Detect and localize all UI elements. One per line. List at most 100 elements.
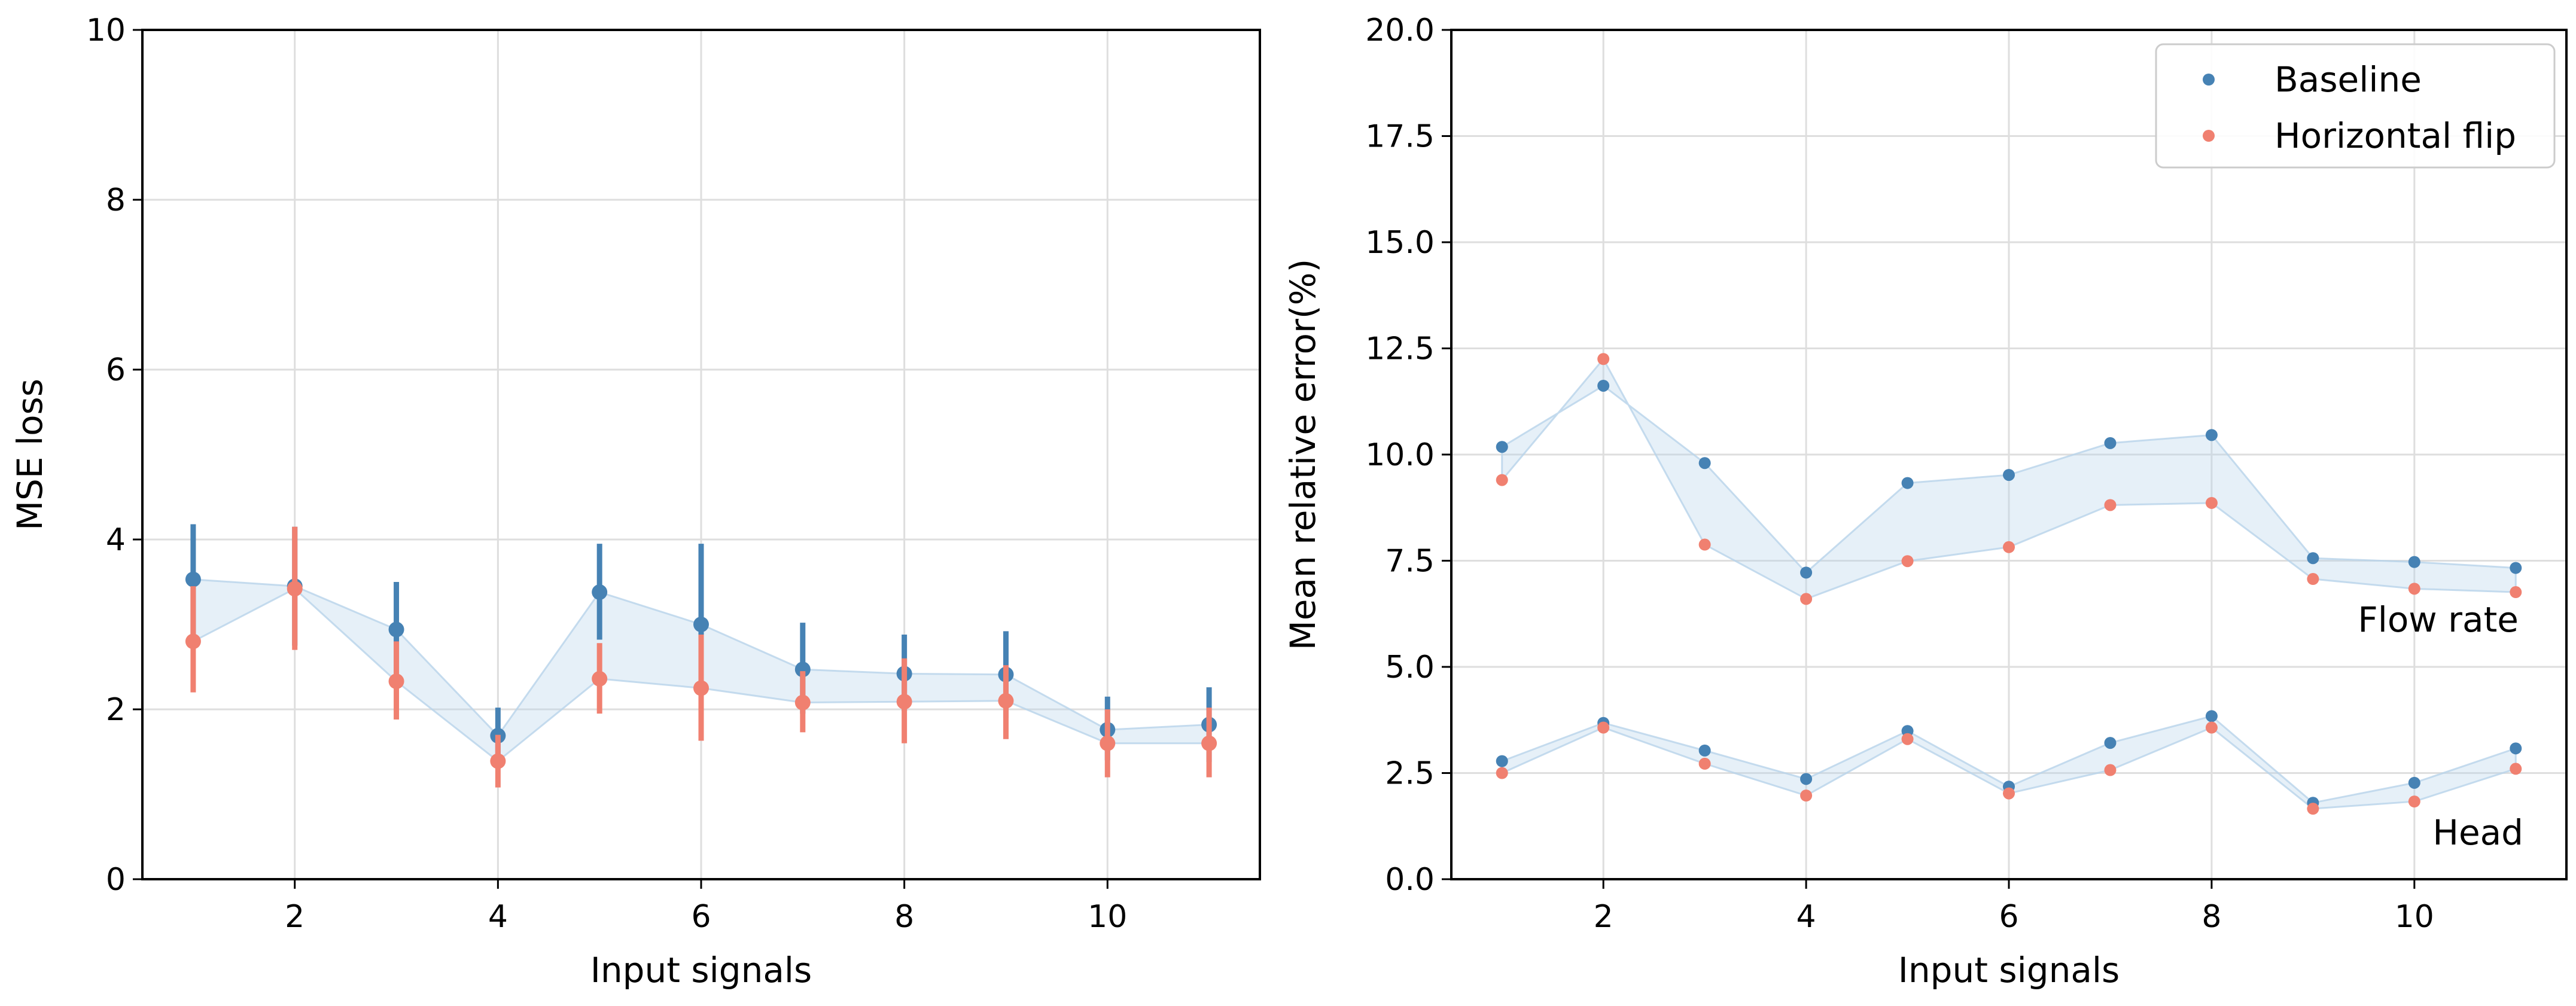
x-tick-label: 6 bbox=[1999, 899, 2018, 935]
x-tick-label: 2 bbox=[285, 899, 305, 935]
grid bbox=[142, 29, 1260, 880]
data-point bbox=[2307, 803, 2319, 815]
y-tick-label: 10.0 bbox=[1365, 437, 1435, 473]
data-point bbox=[2205, 496, 2218, 509]
data-point bbox=[592, 584, 608, 600]
y-tick-label: 0 bbox=[106, 862, 126, 898]
data-point bbox=[388, 673, 404, 690]
legend-marker bbox=[2203, 74, 2215, 86]
annotation-flow-rate: Flow rate bbox=[2358, 599, 2519, 640]
data-point bbox=[2104, 764, 2117, 776]
data-point bbox=[1201, 735, 1217, 751]
data-point bbox=[2408, 556, 2420, 568]
series-horizontal-flip bbox=[1496, 721, 2522, 815]
y-tick-label: 4 bbox=[106, 522, 126, 558]
left-panel-mse-loss: 2 4 6 8 10 0 2 4 6 8 10 Input signals MSE loss bbox=[10, 13, 1261, 990]
data-point bbox=[2510, 562, 2522, 574]
x-tick-label: 4 bbox=[1796, 899, 1816, 935]
y-tick-label: 15.0 bbox=[1365, 225, 1435, 261]
y-tick-label: 2.5 bbox=[1385, 756, 1435, 792]
data-point bbox=[2510, 586, 2522, 599]
data-point bbox=[2510, 763, 2522, 775]
data-point bbox=[2408, 795, 2420, 808]
right-panel-mean-relative-error: 2 4 6 8 10 0.0 2.5 5.0 7.5 10.0 12.5 15.0 17.5 20.0 In… bbox=[1283, 13, 2568, 990]
x-tick-label: 10 bbox=[2395, 899, 2434, 935]
data-point bbox=[2205, 710, 2218, 723]
data-point bbox=[2510, 742, 2522, 755]
x-tick-label: 6 bbox=[691, 899, 711, 935]
data-point bbox=[1901, 733, 1914, 745]
data-point bbox=[2104, 737, 2117, 749]
y-tick-label: 6 bbox=[106, 352, 126, 388]
data-point bbox=[1496, 474, 1508, 486]
data-point bbox=[2408, 776, 2420, 789]
data-point bbox=[794, 694, 811, 711]
y-tick-label: 2 bbox=[106, 692, 126, 728]
y-tick-label: 10 bbox=[86, 13, 126, 48]
y-tick-label: 5.0 bbox=[1385, 650, 1435, 685]
data-point bbox=[185, 633, 201, 650]
data-point bbox=[287, 581, 303, 597]
data-point bbox=[1698, 757, 1711, 770]
y-tick-label: 0.0 bbox=[1385, 862, 1435, 898]
x-tick-label: 8 bbox=[2202, 899, 2221, 935]
data-point bbox=[896, 694, 912, 710]
data-point bbox=[2307, 573, 2319, 586]
data-point bbox=[2205, 721, 2218, 734]
data-point bbox=[1800, 773, 1813, 785]
x-tick-label: 2 bbox=[1594, 899, 1613, 935]
data-point bbox=[1800, 789, 1813, 802]
x-tick-label: 8 bbox=[894, 899, 914, 935]
legend-label: Horizontal flip bbox=[2274, 115, 2516, 156]
legend-label: Baseline bbox=[2274, 59, 2422, 100]
data-point bbox=[2003, 541, 2015, 553]
y-tick-label: 8 bbox=[106, 182, 126, 218]
data-point bbox=[2307, 552, 2319, 565]
series-horizontal-flip bbox=[1496, 353, 2522, 605]
data-point bbox=[2003, 469, 2015, 481]
series-horizontal-flip bbox=[185, 526, 1217, 788]
data-point bbox=[1100, 735, 1116, 751]
data-point bbox=[1698, 457, 1711, 470]
data-point bbox=[1901, 555, 1914, 568]
legend: Baseline Horizontal flip bbox=[2155, 43, 2556, 169]
data-point bbox=[794, 661, 811, 678]
annotation-head: Head bbox=[2432, 812, 2523, 853]
y-tick-label: 17.5 bbox=[1365, 119, 1435, 155]
data-point bbox=[2104, 437, 2117, 449]
data-point bbox=[592, 670, 608, 687]
data-point bbox=[2104, 499, 2117, 511]
data-point bbox=[1496, 767, 1508, 779]
data-point bbox=[2003, 787, 2015, 800]
data-point bbox=[693, 617, 709, 632]
legend-box bbox=[2155, 43, 2556, 169]
series-baseline bbox=[1496, 379, 2522, 579]
data-point bbox=[1496, 441, 1508, 453]
y-axis-label: Mean relative error(%) bbox=[1283, 259, 1323, 650]
y-tick-label: 7.5 bbox=[1385, 544, 1435, 580]
x-tick-label: 4 bbox=[488, 899, 508, 935]
data-point bbox=[2408, 583, 2420, 595]
data-point bbox=[1698, 744, 1711, 757]
data-point bbox=[1800, 566, 1813, 579]
x-tick-label: 10 bbox=[1088, 899, 1127, 935]
data-point bbox=[185, 571, 201, 587]
data-point bbox=[1597, 721, 1610, 734]
data-point bbox=[1597, 353, 1610, 365]
legend-marker bbox=[2203, 130, 2215, 142]
data-point bbox=[1800, 593, 1813, 605]
y-tick-label: 20.0 bbox=[1365, 13, 1435, 48]
data-point bbox=[1496, 755, 1508, 767]
data-point bbox=[1698, 538, 1711, 551]
data-point bbox=[693, 680, 709, 696]
x-axis-label: Input signals bbox=[1898, 950, 2120, 990]
x-axis-label: Input signals bbox=[590, 950, 812, 990]
data-point bbox=[2205, 429, 2218, 441]
data-point bbox=[490, 753, 506, 769]
data-point bbox=[388, 621, 404, 638]
data-point bbox=[1901, 477, 1914, 489]
data-point bbox=[1597, 379, 1610, 392]
y-axis-label: MSE loss bbox=[10, 379, 50, 531]
y-tick-label: 12.5 bbox=[1365, 331, 1435, 367]
